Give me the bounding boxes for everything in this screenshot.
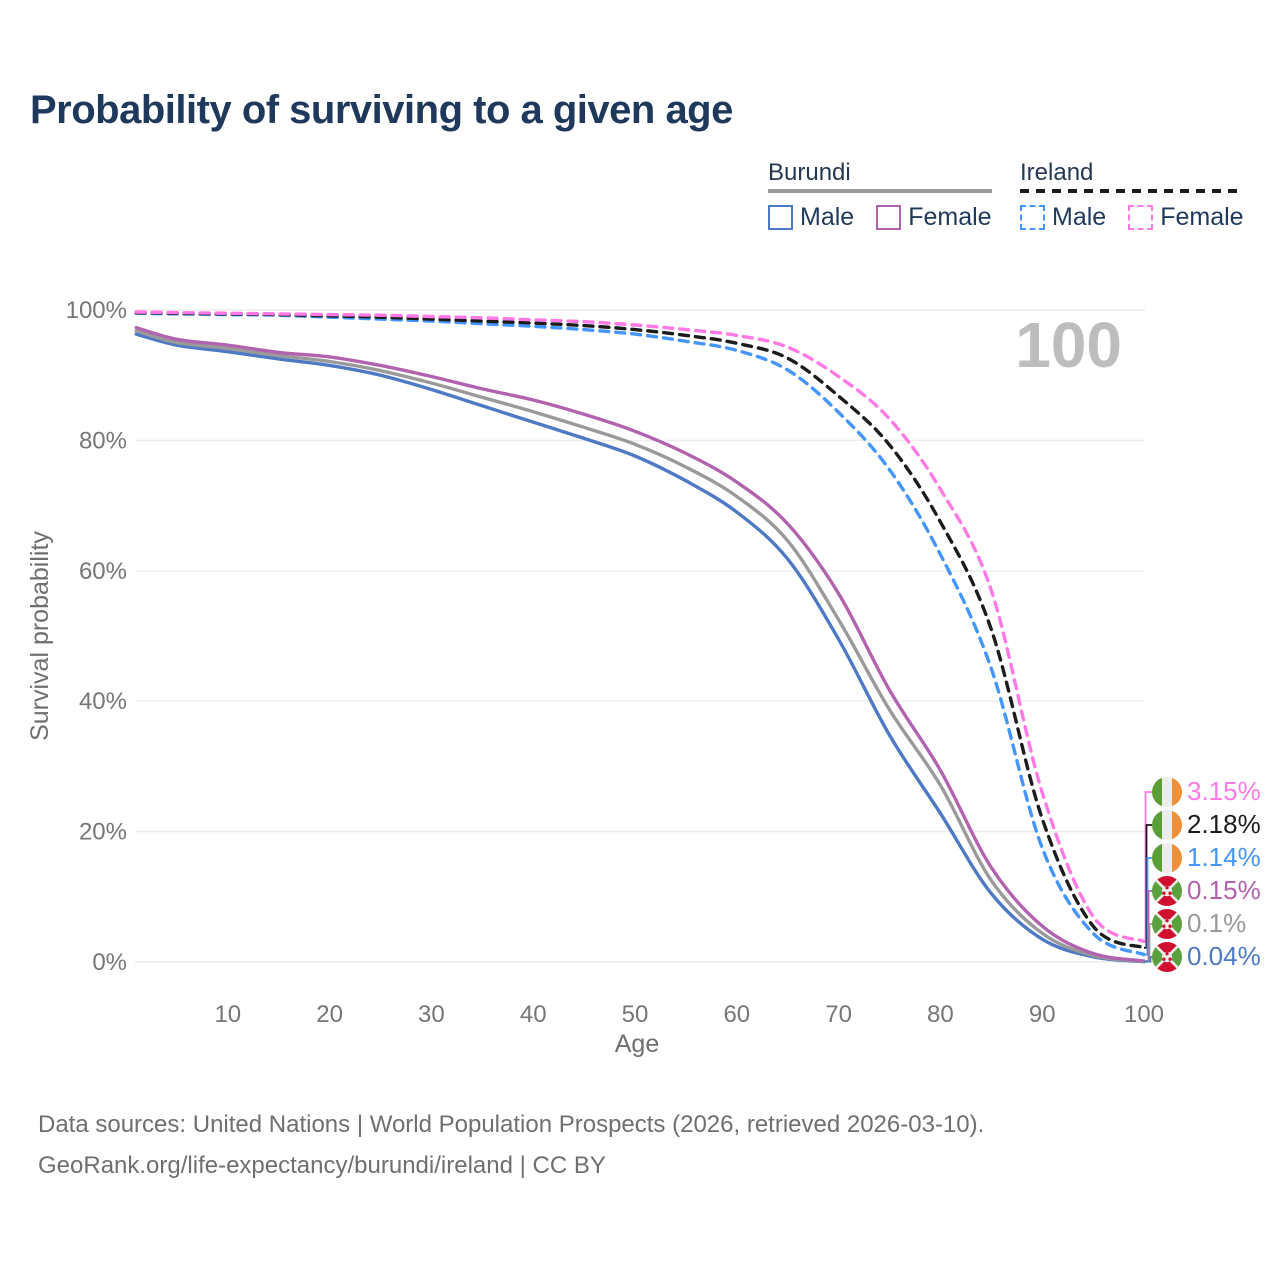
- x-tick-label: 30: [418, 1001, 445, 1028]
- end-label-connector: [1144, 857, 1152, 956]
- legend-item-label: Female: [908, 203, 992, 232]
- x-tick-label: 50: [622, 1001, 649, 1028]
- legend-item-ireland-female[interactable]: Female: [1128, 203, 1244, 232]
- series-line-burundi-male: [134, 332, 1146, 964]
- legend-items-burundi: Male Female: [768, 203, 992, 232]
- x-tick-label: 90: [1029, 1001, 1056, 1028]
- legend-items-ireland: Male Female: [1020, 203, 1244, 232]
- legend-swatch-icon: [876, 205, 902, 231]
- series-line-burundi-female: [134, 325, 1146, 963]
- page-title: Probability of surviving to a given age: [30, 88, 733, 132]
- x-tick-label: 60: [723, 1001, 750, 1028]
- legend-item-burundi-male[interactable]: Male: [768, 203, 854, 232]
- legend-item-label: Male: [800, 203, 855, 232]
- footer: Data sources: United Nations | World Pop…: [38, 1104, 984, 1186]
- legend-underline-solid: [768, 189, 992, 194]
- y-tick-label: 20%: [79, 819, 127, 846]
- legend-swatch-icon: [1128, 205, 1154, 231]
- legend-item-label: Female: [1160, 203, 1244, 232]
- x-tick-label: 70: [825, 1001, 852, 1028]
- x-tick-label: 20: [316, 1001, 343, 1028]
- legend-swatch-icon: [1020, 205, 1045, 231]
- y-tick-label: 0%: [92, 949, 127, 976]
- footer-attribution: GeoRank.org/life-expectancy/burundi/irel…: [38, 1152, 606, 1179]
- end-label-connector: [1144, 791, 1152, 943]
- legend-swatch-icon: [768, 205, 793, 231]
- legend-group-burundi: Burundi Male Female: [768, 159, 992, 232]
- y-tick-label: 60%: [79, 558, 127, 585]
- x-tick-label: 10: [214, 1001, 241, 1028]
- legend-item-burundi-female[interactable]: Female: [876, 203, 992, 232]
- x-tick-label: 100: [1124, 1001, 1164, 1028]
- y-tick-label: 80%: [79, 427, 127, 454]
- legend-item-ireland-male[interactable]: Male: [1020, 203, 1106, 232]
- footer-data-sources: Data sources: United Nations | World Pop…: [38, 1111, 985, 1138]
- legend-group-ireland: Ireland Male Female: [1020, 159, 1244, 232]
- end-label-connector: [1144, 824, 1152, 949]
- legend-country-burundi: Burundi: [768, 159, 851, 186]
- legend-underline-dashed: [1020, 189, 1244, 194]
- series-line-ireland-both-sexes: [134, 310, 1146, 950]
- series-line-ireland-female: [134, 310, 1146, 944]
- watermark-age-100: 100: [1015, 309, 1122, 381]
- y-tick-label: 40%: [79, 688, 127, 715]
- y-tick-label: 100%: [66, 297, 127, 324]
- legend-item-label: Male: [1052, 203, 1107, 232]
- x-axis-title: Age: [615, 1030, 659, 1058]
- series-line-burundi-both-sexes: [134, 329, 1146, 963]
- x-tick-label: 80: [927, 1001, 954, 1028]
- y-axis-title: Survival probability: [26, 531, 54, 741]
- legend-country-ireland: Ireland: [1020, 159, 1094, 186]
- x-tick-label: 40: [520, 1001, 547, 1028]
- series-line-ireland-male: [134, 311, 1146, 957]
- end-label-connector: [1144, 956, 1152, 963]
